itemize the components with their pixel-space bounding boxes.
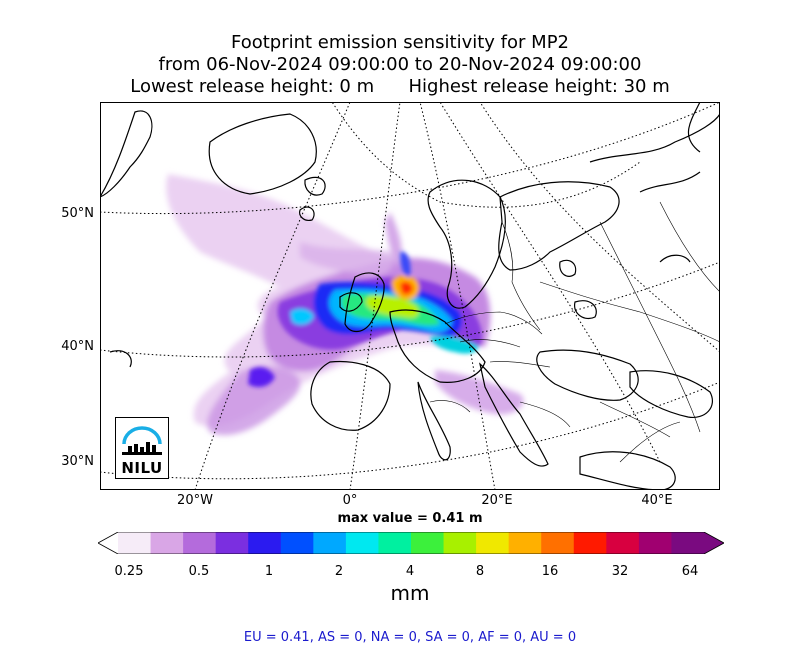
colorbar-unit: mm (390, 581, 430, 605)
colorbar-tick: 64 (681, 564, 699, 579)
colorbar-cell (118, 532, 152, 554)
lat-label-30n: 30°N (61, 454, 94, 469)
colorbar (98, 532, 724, 554)
colorbar-cell (248, 532, 282, 554)
colorbar-cell (476, 532, 510, 554)
nilu-logo-text: NILU (121, 459, 163, 477)
lon-label-20w: 20°W (177, 493, 213, 508)
lowest-release-height: Lowest release height: 0 m (130, 76, 375, 97)
colorbar-tick: 0.5 (188, 564, 210, 579)
colorbar-tick: 2 (334, 564, 344, 579)
colorbar-cell (671, 532, 705, 554)
colorbar-tick: 32 (611, 564, 629, 579)
colorbar-right-extension (704, 532, 724, 554)
colorbar-cell (280, 532, 314, 554)
chart-title: Footprint emission sensitivity for MP2 (230, 32, 569, 53)
colorbar-cell (541, 532, 575, 554)
lon-label-40e: 40°E (641, 493, 673, 508)
colorbar-cell (573, 532, 607, 554)
footprint-map[interactable] (100, 102, 720, 490)
lon-label-0: 0° (342, 493, 358, 508)
coastlines (100, 102, 720, 490)
colorbar-tick: 4 (405, 564, 415, 579)
graticule (100, 102, 720, 490)
colorbar-cell (378, 532, 412, 554)
highest-release-height: Highest release height: 30 m (408, 76, 670, 97)
colorbar-cell (183, 532, 217, 554)
time-range: from 06-Nov-2024 09:00:00 to 20-Nov-2024… (158, 54, 642, 75)
map-frame (100, 102, 720, 490)
colorbar-cell (150, 532, 184, 554)
country-borders (429, 201, 720, 463)
colorbar-tick: 16 (541, 564, 559, 579)
footprint-plume (166, 174, 524, 436)
max-value-label: max value = 0.41 m (337, 511, 483, 526)
colorbar-cell (215, 532, 249, 554)
nilu-logo-icon (122, 426, 162, 455)
lat-label-40n: 40°N (61, 339, 94, 354)
colorbar-cell (313, 532, 347, 554)
release-heights: Lowest release height: 0 m Highest relea… (0, 76, 800, 98)
colorbar-tick: 1 (264, 564, 274, 579)
region-summary: EU = 0.41, AS = 0, NA = 0, SA = 0, AF = … (243, 630, 577, 645)
colorbar-cell (508, 532, 542, 554)
lat-label-50n: 50°N (61, 206, 94, 221)
lon-label-20e: 20°E (481, 493, 513, 508)
colorbar-cell (606, 532, 640, 554)
colorbar-left-extension (98, 532, 118, 554)
colorbar-tick: 0.25 (114, 564, 144, 579)
colorbar-cell (345, 532, 380, 554)
colorbar-cell (443, 532, 477, 554)
nilu-logo: NILU (115, 417, 169, 479)
colorbar-tick: 8 (475, 564, 485, 579)
colorbar-cells (118, 532, 705, 554)
colorbar-cell (638, 532, 673, 554)
colorbar-cell (411, 532, 445, 554)
